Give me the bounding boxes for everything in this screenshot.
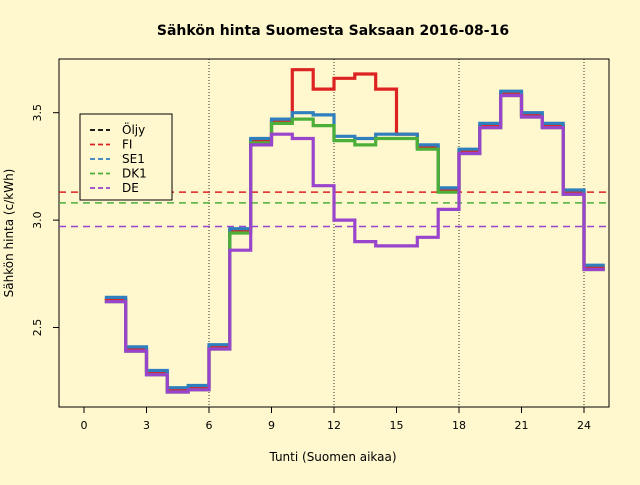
legend-label-fi: FI xyxy=(122,138,132,152)
x-tick-label-6: 6 xyxy=(206,419,213,432)
x-tick-label-18: 18 xyxy=(452,419,466,432)
series-line-dk1 xyxy=(104,93,605,394)
x-tick-label-15: 15 xyxy=(390,419,404,432)
series-line-de xyxy=(104,93,605,394)
y-tick-label-1: 3.0 xyxy=(31,211,44,229)
x-tick-label-24: 24 xyxy=(577,419,591,432)
y-tick-label-2: 3.5 xyxy=(31,104,44,122)
chart-title: Sähkön hinta Suomesta Saksaan 2016-08-16 xyxy=(157,23,509,39)
legend-label-dk1: DK1 xyxy=(122,167,147,181)
y-tick-label-0: 2.5 xyxy=(31,319,44,337)
legend-label-de: DE xyxy=(122,181,139,195)
x-tick-label-0: 0 xyxy=(81,419,88,432)
x-tick-label-12: 12 xyxy=(327,419,341,432)
x-tick-label-3: 3 xyxy=(143,419,150,432)
legend-label-se1: SE1 xyxy=(122,152,145,166)
x-axis-label: Tunti (Suomen aikaa) xyxy=(268,450,396,464)
legend-box xyxy=(79,113,173,201)
legend-label-öljy: Öljy xyxy=(122,121,145,137)
x-tick-label-21: 21 xyxy=(515,419,529,432)
x-tick-label-9: 9 xyxy=(268,419,275,432)
y-axis-label: Sähkön hinta (c/kWh) xyxy=(2,169,16,298)
